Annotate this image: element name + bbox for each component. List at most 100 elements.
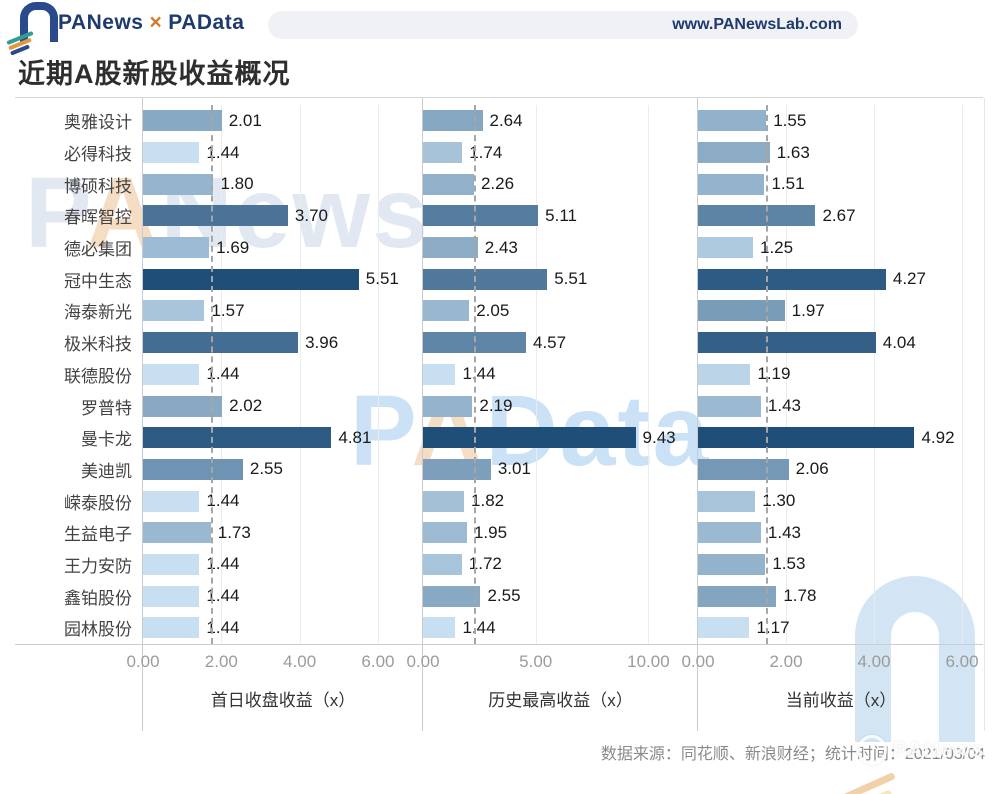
value-label: 3.70 xyxy=(294,205,328,225)
header-pill: www.PANewsLab.com xyxy=(268,11,858,39)
bar-row: 4.27 xyxy=(698,263,984,295)
bar-row: 1.44 xyxy=(423,612,698,644)
website-url[interactable]: www.PANewsLab.com xyxy=(672,16,842,33)
bar-row: 5.11 xyxy=(423,200,698,232)
value-label: 1.43 xyxy=(767,522,801,542)
category-label: 园林股份 xyxy=(64,620,132,640)
bar-row: 1.30 xyxy=(698,485,984,517)
value-label: 2.02 xyxy=(229,396,263,416)
bar-德必集团 xyxy=(143,237,210,259)
bar-必得科技 xyxy=(698,142,770,164)
bar-row: 1.44 xyxy=(423,359,698,391)
value-label: 2.55 xyxy=(487,586,521,606)
bar-row: 1.78 xyxy=(698,580,984,612)
bar-奥雅设计 xyxy=(143,110,222,132)
bar-必得科技 xyxy=(143,142,200,164)
x-axis-baseline xyxy=(15,644,983,645)
value-label: 1.44 xyxy=(206,554,240,574)
bar-row: 2.55 xyxy=(423,580,698,612)
gridline xyxy=(962,105,963,644)
bar-联德股份 xyxy=(698,363,751,385)
bar-row: 2.19 xyxy=(423,390,698,422)
category-label: 罗普特 xyxy=(81,398,132,418)
panel-historical-max-return: 2.64 1.74 2.26 5.11 2.43 5.51 2.05 4.57 1.44 2.19… xyxy=(406,98,698,731)
bar-园林股份 xyxy=(143,617,200,639)
bar-德必集团 xyxy=(698,237,753,259)
value-label: 1.72 xyxy=(468,554,502,574)
logo-arch-shape xyxy=(20,2,58,42)
category-label: 生益电子 xyxy=(64,525,132,545)
bar-row: 1.25 xyxy=(698,232,984,264)
category-label: 德必集团 xyxy=(64,240,132,260)
bar-row: 1.44 xyxy=(143,485,423,517)
bar-row: 3.01 xyxy=(423,454,698,486)
bar-极米科技 xyxy=(698,332,876,354)
value-label: 1.44 xyxy=(462,617,496,637)
category-label: 曼卡龙 xyxy=(81,430,132,450)
bar-row: 1.19 xyxy=(698,359,984,391)
bar-row: 1.82 xyxy=(423,485,698,517)
bar-嵘泰股份 xyxy=(698,490,756,512)
bar-园林股份 xyxy=(423,617,456,639)
bar-row: 3.96 xyxy=(143,327,423,359)
axis-title: 当前收益（x） xyxy=(785,691,897,710)
gridline xyxy=(648,105,650,644)
bar-row: 1.74 xyxy=(423,137,698,169)
bar-row: 1.51 xyxy=(698,168,984,200)
category-label: 奥雅设计 xyxy=(64,113,132,133)
value-label: 1.43 xyxy=(767,396,801,416)
value-label: 5.51 xyxy=(365,269,399,289)
bar-园林股份 xyxy=(698,617,750,639)
category-label: 极米科技 xyxy=(64,335,132,355)
value-label: 2.06 xyxy=(795,459,829,479)
tick-label: 4.00 xyxy=(283,652,317,671)
plot-area: 2.64 1.74 2.26 5.11 2.43 5.51 2.05 4.57 1.44 2.19… xyxy=(423,105,698,644)
bar-row: 1.55 xyxy=(698,105,984,137)
bar-row: 4.81 xyxy=(143,422,423,454)
bar-row: 1.57 xyxy=(143,295,423,327)
value-label: 1.69 xyxy=(216,237,250,257)
value-label: 1.53 xyxy=(772,554,806,574)
bar-row: 3.70 xyxy=(143,200,423,232)
bar-row: 1.97 xyxy=(698,295,984,327)
value-label: 1.44 xyxy=(206,586,240,606)
bar-row: 1.95 xyxy=(423,517,698,549)
plot-area: 2.01 1.44 1.80 3.70 1.69 5.51 1.57 3.96 1.44 2.02… xyxy=(143,105,423,644)
value-label: 1.44 xyxy=(206,491,240,511)
bar-嵘泰股份 xyxy=(143,490,200,512)
bar-row: 1.17 xyxy=(698,612,984,644)
bar-奥雅设计 xyxy=(423,110,483,132)
bar-生益电子 xyxy=(423,522,467,544)
bar-冠中生态 xyxy=(698,268,886,290)
value-label: 1.80 xyxy=(220,174,254,194)
tick-label: 2.00 xyxy=(769,652,803,671)
bar-德必集团 xyxy=(423,237,478,259)
value-label: 1.63 xyxy=(776,142,810,162)
value-label: 1.17 xyxy=(756,617,790,637)
bar-row: 1.73 xyxy=(143,517,423,549)
bar-曼卡龙 xyxy=(143,427,332,449)
value-label: 2.67 xyxy=(822,205,856,225)
bar-春晖智控 xyxy=(423,205,539,227)
value-label: 1.97 xyxy=(791,300,825,320)
bar-王力安防 xyxy=(423,553,462,575)
panews-logo-icon xyxy=(6,0,58,56)
value-label: 1.25 xyxy=(760,237,794,257)
category-label: 王力安防 xyxy=(64,556,132,576)
bar-春晖智控 xyxy=(143,205,288,227)
tick-label: 5.00 xyxy=(519,652,553,671)
data-source-note: 数据来源：同花顺、新浪财经；统计时间：2021/03/04 xyxy=(600,746,985,763)
tick-label: 6.00 xyxy=(361,652,395,671)
value-label: 4.81 xyxy=(338,427,372,447)
axis-title: 历史最高收益（x） xyxy=(488,691,633,710)
gridline xyxy=(299,105,301,644)
bar-row: 4.57 xyxy=(423,327,698,359)
bar-博硕科技 xyxy=(143,173,214,195)
bar-美迪凯 xyxy=(698,458,789,480)
bar-row: 5.51 xyxy=(143,263,423,295)
bar-春晖智控 xyxy=(698,205,816,227)
median-reference-line xyxy=(766,105,769,644)
bar-海泰新光 xyxy=(143,300,205,322)
bar-鑫铂股份 xyxy=(143,585,200,607)
bar-row: 9.43 xyxy=(423,422,698,454)
